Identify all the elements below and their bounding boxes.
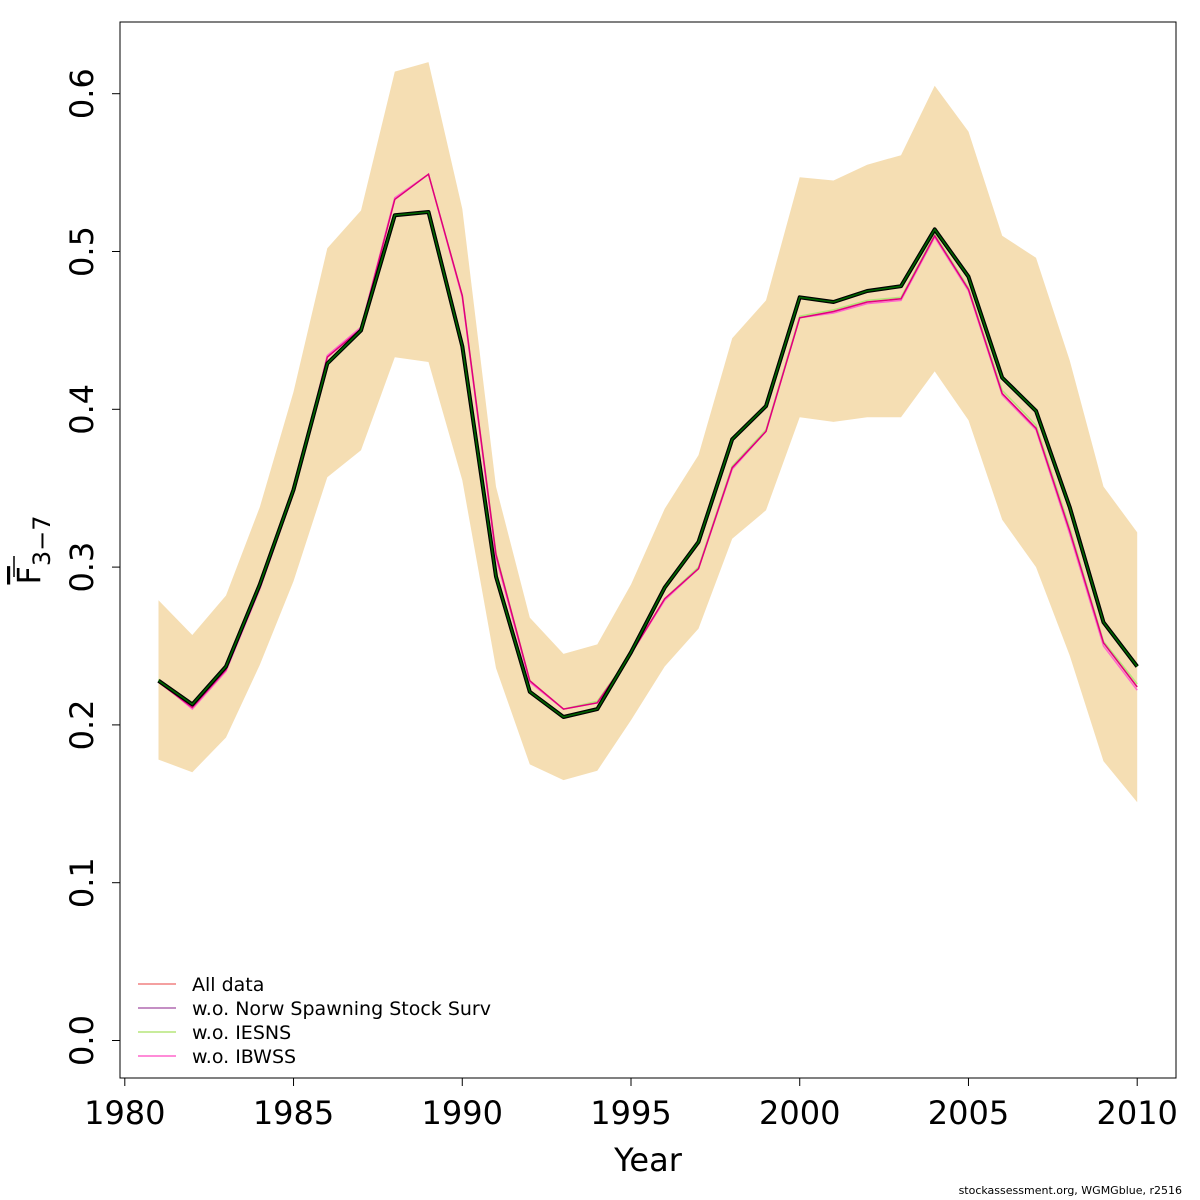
legend-label: w.o. IBWSS <box>192 1046 296 1068</box>
y-axis-label-text: F3−7 <box>10 515 56 584</box>
legend-label: All data <box>192 974 264 996</box>
x-tick-label: 1995 <box>590 1094 671 1132</box>
x-tick-label: 2010 <box>1096 1094 1177 1132</box>
x-tick-label: 1985 <box>253 1094 334 1132</box>
y-tick-label: 0.6 <box>63 68 101 119</box>
y-tick-label: 0.0 <box>63 1015 101 1066</box>
footer-credit: stockassessment.org, WGMGblue, r2516 <box>958 1184 1182 1197</box>
legend-label: w.o. Norw Spawning Stock Surv <box>192 998 491 1020</box>
x-tick-label: 1990 <box>422 1094 503 1132</box>
x-axis: 1980 1985 1990 1995 2000 2005 2010 <box>84 1077 1178 1132</box>
x-tick-label: 2005 <box>928 1094 1009 1132</box>
confidence-band-area <box>158 62 1138 803</box>
y-tick-label: 0.4 <box>63 384 101 435</box>
y-tick-label: 0.5 <box>63 226 101 277</box>
x-tick-label: 1980 <box>84 1094 165 1132</box>
series-lines <box>157 172 1139 719</box>
series-line-overlay <box>158 211 1138 718</box>
y-label-main: F <box>10 566 48 584</box>
legend-label: w.o. IESNS <box>192 1022 291 1044</box>
y-tick-label: 0.3 <box>63 542 101 593</box>
y-axis: 0.0 0.1 0.2 0.3 0.4 0.5 0.6 <box>63 68 121 1066</box>
y-tick-label: 0.2 <box>63 699 101 750</box>
confidence-band <box>158 62 1138 803</box>
x-axis-label: Year <box>613 1141 683 1179</box>
y-label-sub: 3−7 <box>28 515 56 566</box>
y-axis-label: F3−7 <box>10 515 56 584</box>
y-tick-label: 0.1 <box>63 857 101 908</box>
x-tick-label: 2000 <box>759 1094 840 1132</box>
